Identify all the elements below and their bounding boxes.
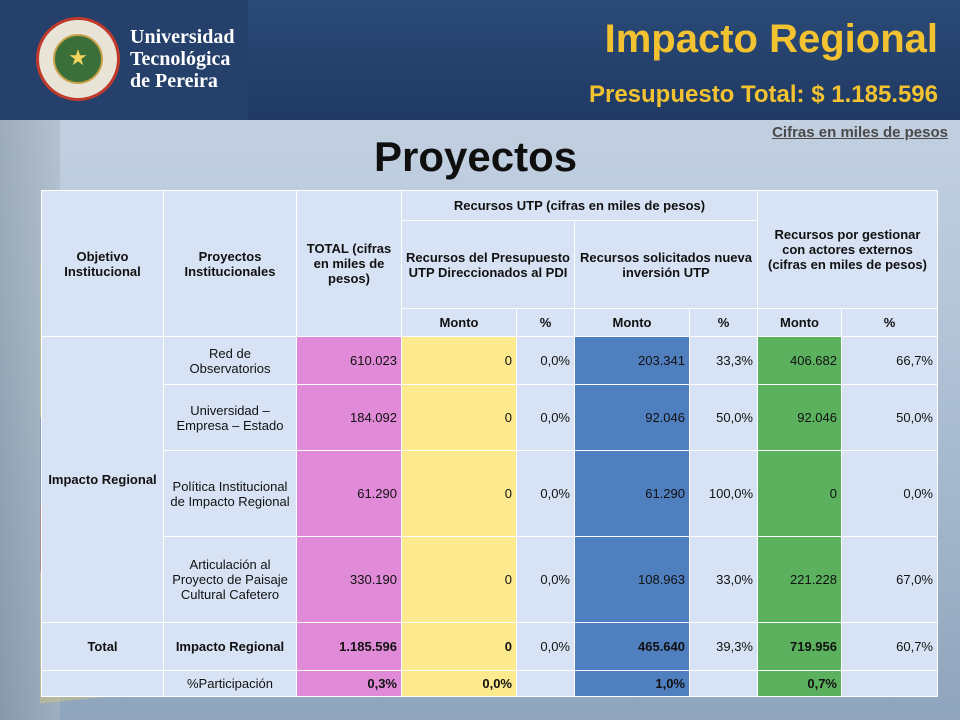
header-nueva-inversion: Recursos solicitados nueva inversión UTP (574, 220, 758, 309)
ext-pct-cell: 66,7% (841, 336, 938, 385)
ext-monto-cell: 92.046 (757, 384, 842, 451)
pdi-monto-cell: 0 (401, 384, 517, 451)
header-bar: ★ Universidad Tecnológica de Pereira Imp… (0, 0, 960, 120)
budget-total: Presupuesto Total: $ 1.185.596 (588, 81, 938, 108)
table-row: Política Institucional de Impacto Region… (42, 450, 938, 537)
participacion-label: %Participación (163, 670, 297, 697)
pdi-monto-cell: 0 (401, 450, 517, 537)
proyecto-cell: Articulación al Proyecto de Paisaje Cult… (163, 536, 297, 623)
total-label: Total (41, 622, 164, 671)
participacion-pdi: 0,0% (401, 670, 517, 697)
ext-monto-cell: 719.956 (757, 622, 842, 671)
nueva-monto-cell: 465.640 (574, 622, 690, 671)
ext-pct-cell: 0,0% (841, 450, 938, 537)
nueva-monto-cell: 61.290 (574, 450, 690, 537)
university-name-line-1: Universidad (130, 26, 235, 48)
pdi-pct-cell: 0,0% (516, 336, 575, 385)
total-row: Total Impacto Regional 1.185.596 0 0,0% … (41, 622, 938, 671)
objetivo-cell: Impacto Regional (41, 336, 164, 623)
ext-monto-cell: 0 (757, 450, 842, 537)
nueva-pct-cell: 50,0% (689, 384, 758, 451)
proyecto-cell: Universidad – Empresa – Estado (163, 384, 297, 451)
pdi-pct-cell: 0,0% (516, 536, 575, 623)
header-presupuesto-pdi: Recursos del Presupuesto UTP Direccionad… (401, 220, 575, 309)
pdi-monto-cell: 0 (401, 622, 517, 671)
participacion-row: %Participación 0,3% 0,0% 1,0% 0,7% (41, 670, 938, 697)
total-cell: 330.190 (296, 536, 402, 623)
proyecto-cell: Red de Observatorios (163, 336, 297, 385)
university-seal-icon: ★ (36, 17, 120, 101)
table-row: Articulación al Proyecto de Paisaje Cult… (42, 536, 938, 623)
pdi-monto-cell: 0 (401, 536, 517, 623)
ext-pct-cell: 67,0% (841, 536, 938, 623)
pdi-pct-cell: 0,0% (516, 384, 575, 451)
slide-title: Impacto Regional (604, 17, 938, 61)
pdi-pct-cell: 0,0% (516, 622, 575, 671)
header-pct: % (516, 308, 575, 337)
university-name: Universidad Tecnológica de Pereira (130, 26, 234, 92)
nueva-pct-cell: 100,0% (689, 450, 758, 537)
page-heading: Proyectos (374, 133, 578, 180)
pdi-pct-cell: 0,0% (516, 450, 575, 537)
header-pct: % (689, 308, 758, 337)
header-monto: Monto (757, 308, 842, 337)
units-note: Cifras en miles de pesos (772, 124, 948, 141)
nueva-monto-cell: 108.963 (574, 536, 690, 623)
header-monto: Monto (574, 308, 690, 337)
participacion-total: 0,3% (296, 670, 402, 697)
ext-monto-cell: 406.682 (757, 336, 842, 385)
proyecto-cell: Política Institucional de Impacto Region… (163, 450, 297, 537)
ext-pct-cell: 50,0% (841, 384, 938, 451)
total-proyecto: Impacto Regional (163, 622, 297, 671)
projects-table: Objetivo Institucional Proyectos Institu… (41, 190, 938, 697)
total-cell: 1.185.596 (296, 622, 402, 671)
university-name-line-3: de Pereira (130, 70, 218, 92)
participacion-ext: 0,7% (757, 670, 842, 697)
total-cell: 184.092 (296, 384, 402, 451)
pdi-monto-cell: 0 (401, 336, 517, 385)
ext-pct-cell: 60,7% (841, 622, 938, 671)
nueva-pct-cell: 39,3% (689, 622, 758, 671)
nueva-pct-cell: 33,0% (689, 536, 758, 623)
header-proyectos: Proyectos Institucionales (163, 190, 297, 337)
header-total: TOTAL (cifras en miles de pesos) (296, 190, 402, 337)
ext-monto-cell: 221.228 (757, 536, 842, 623)
header-externos: Recursos por gestionar con actores exter… (757, 190, 938, 309)
nueva-monto-cell: 203.341 (574, 336, 690, 385)
header-recursos-utp: Recursos UTP (cifras en miles de pesos) (401, 190, 758, 221)
table-row: Universidad – Empresa – Estado 184.092 0… (42, 384, 938, 451)
total-cell: 610.023 (296, 336, 402, 385)
university-logo: ★ Universidad Tecnológica de Pereira (0, 0, 248, 120)
header-pct: % (841, 308, 938, 337)
total-cell: 61.290 (296, 450, 402, 537)
nueva-monto-cell: 92.046 (574, 384, 690, 451)
header-monto: Monto (401, 308, 517, 337)
table-row: Impacto Regional Red de Observatorios 61… (41, 336, 938, 623)
nueva-pct-cell: 33,3% (689, 336, 758, 385)
university-name-line-2: Tecnológica (130, 48, 231, 70)
header-objetivo: Objetivo Institucional (41, 190, 164, 337)
participacion-nueva: 1,0% (574, 670, 690, 697)
